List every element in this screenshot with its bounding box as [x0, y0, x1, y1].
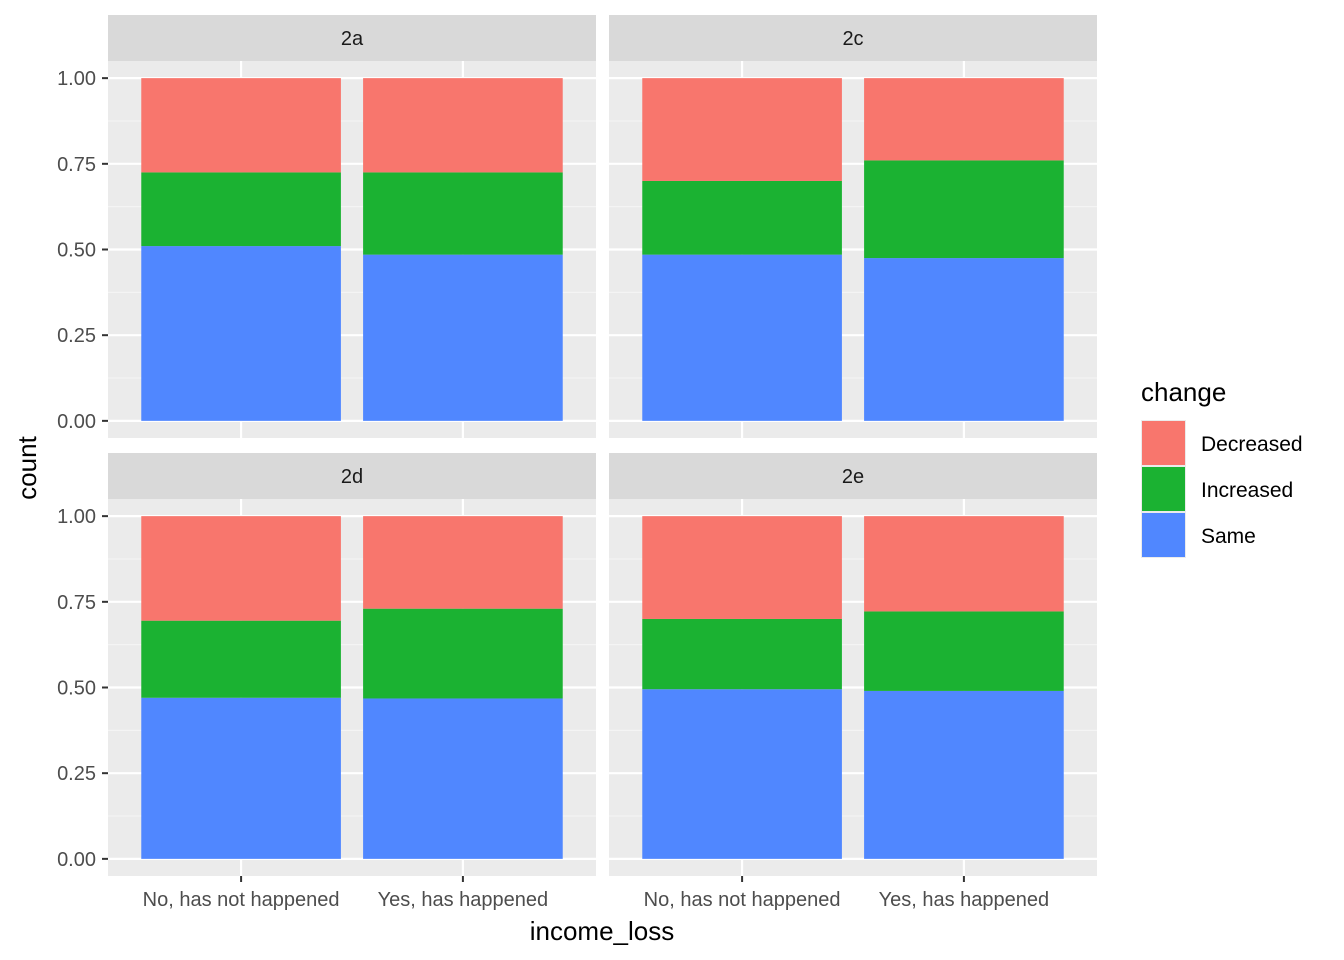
bar-segment-increased — [363, 172, 563, 255]
legend-label: Decreased — [1201, 433, 1303, 456]
bar-segment-same — [642, 689, 842, 859]
facet-strip — [609, 453, 1097, 499]
bar-segment-decreased — [642, 516, 842, 619]
facet-panels: 2a 0.00 0.25 0.50 0.75 1.00 2c 2d 0.00 0.25 0.50 0.… — [57, 15, 1097, 911]
facet-strip-label: 2a — [341, 28, 364, 50]
bar-segment-increased — [141, 620, 341, 698]
y-tick-label: 0.50 — [57, 678, 96, 700]
x-axis-title: income_loss — [530, 916, 675, 946]
bar-segment-same — [363, 254, 563, 421]
legend-title: change — [1141, 377, 1226, 407]
y-tick-label: 0.00 — [57, 849, 96, 871]
facet-strip — [108, 453, 596, 499]
bar-segment-same — [864, 258, 1064, 421]
legend-label: Increased — [1201, 479, 1293, 502]
x-tick-label: Yes, has happened — [879, 889, 1050, 911]
facet-strip-label: 2c — [842, 28, 863, 50]
y-tick-label: 1.00 — [57, 506, 96, 528]
facet-panel: 2d 0.00 0.25 0.50 0.75 1.00 No, has not happen… — [57, 453, 596, 911]
bar-segment-decreased — [363, 516, 563, 609]
bar-segment-increased — [864, 611, 1064, 691]
facet-strip-label: 2e — [842, 466, 864, 488]
facet-panel: 2e No, has not happened Yes, has happened — [609, 453, 1097, 911]
bar-segment-same — [864, 690, 1064, 859]
legend-item: Decreased — [1141, 420, 1303, 466]
legend-key-swatch — [1142, 513, 1185, 557]
y-tick-label: 0.75 — [57, 592, 96, 614]
legend-key-swatch — [1142, 421, 1185, 465]
x-tick-label: Yes, has happened — [378, 889, 549, 911]
y-axis-title: count — [12, 435, 42, 499]
facet-strip — [609, 15, 1097, 61]
x-tick-label: No, has not happened — [143, 889, 340, 911]
legend: change Decreased Increased Same — [1141, 377, 1303, 558]
bar-segment-increased — [141, 172, 341, 247]
facet-panel: 2a 0.00 0.25 0.50 0.75 1.00 — [57, 15, 596, 438]
bar-segment-same — [642, 254, 842, 421]
y-tick-label: 0.50 — [57, 240, 96, 262]
y-tick-label: 1.00 — [57, 68, 96, 90]
bar-segment-decreased — [141, 78, 341, 173]
legend-key-swatch — [1142, 467, 1185, 511]
legend-label: Same — [1201, 525, 1256, 548]
bar-segment-same — [141, 697, 341, 859]
facet-strip-label: 2d — [341, 466, 363, 488]
y-tick-label: 0.75 — [57, 154, 96, 176]
bar-segment-same — [363, 698, 563, 859]
y-tick-label: 0.25 — [57, 325, 96, 347]
bar-segment-increased — [363, 608, 563, 699]
bar-segment-decreased — [642, 78, 842, 181]
facet-panel: 2c — [609, 15, 1097, 438]
bar-segment-decreased — [141, 516, 341, 621]
bar-segment-decreased — [363, 78, 563, 173]
bar-segment-increased — [864, 160, 1064, 259]
bar-segment-increased — [642, 180, 842, 255]
bar-segment-decreased — [864, 78, 1064, 161]
y-tick-label: 0.00 — [57, 411, 96, 433]
legend-item: Increased — [1141, 466, 1293, 512]
facet-strip — [108, 15, 596, 61]
legend-items: Decreased Increased Same — [1141, 420, 1303, 558]
legend-item: Same — [1141, 512, 1256, 558]
bar-segment-same — [141, 246, 341, 421]
x-tick-label: No, has not happened — [644, 889, 841, 911]
bar-segment-increased — [642, 618, 842, 690]
bar-segment-decreased — [864, 516, 1064, 612]
y-tick-label: 0.25 — [57, 763, 96, 785]
